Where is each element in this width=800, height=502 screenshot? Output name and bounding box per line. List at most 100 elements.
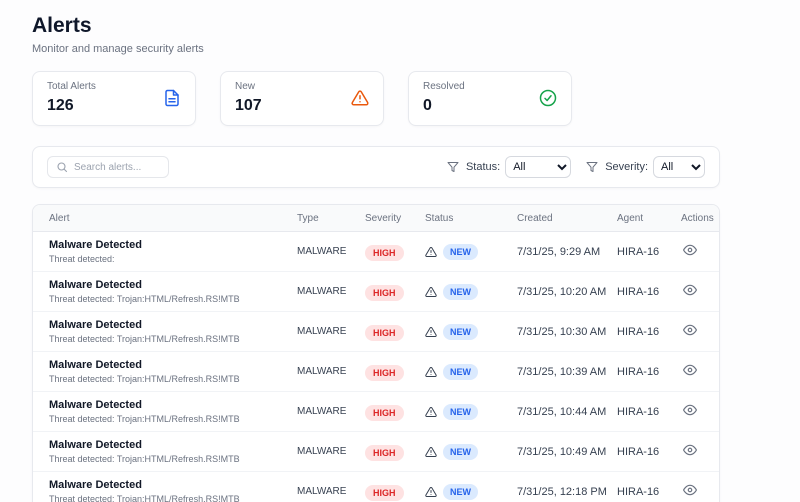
alert-description: Threat detected: Trojan:HTML/Refresh.RS!… [49,374,240,384]
search-icon [56,161,68,173]
stat-card-resolved: Resolved 0 [408,71,572,126]
stat-label: Total Alerts [47,81,96,92]
check-circle-icon [539,89,557,107]
stat-label: New [235,81,256,92]
alert-warning-icon [425,246,437,258]
table-row: Malware Detected Threat detected: Trojan… [33,272,719,312]
alert-type: MALWARE [297,486,347,497]
table-row: Malware Detected Threat detected: Trojan… [33,312,719,352]
view-alert-button[interactable] [681,281,699,299]
severity-badge: HIGH [365,404,404,421]
alert-warning-icon [425,446,437,458]
alert-created: 7/31/25, 10:44 AM [517,405,607,418]
eye-icon [683,483,697,497]
page-header: Alerts Monitor and manage security alert… [32,14,720,55]
table-header: Alert Type Severity Status Created Agent… [33,205,719,232]
stat-card-new: New 107 [220,71,384,126]
view-alert-button[interactable] [681,401,699,419]
alert-agent: HIRA-16 [617,485,660,498]
alert-title: Malware Detected [49,359,142,371]
view-alert-button[interactable] [681,441,699,459]
alert-description: Threat detected: Trojan:HTML/Refresh.RS!… [49,414,240,424]
alert-title: Malware Detected [49,399,142,411]
filter-controls: Status: All Severity: All [447,156,705,178]
alert-created: 7/31/25, 10:39 AM [517,365,607,378]
page-subtitle: Monitor and manage security alerts [32,43,204,55]
column-header-status: Status [425,212,454,224]
alert-warning-icon [425,406,437,418]
eye-icon [683,323,697,337]
column-header-actions: Actions [681,212,714,224]
eye-icon [683,443,697,457]
filter-funnel-icon [586,161,598,173]
table-row: Malware Detected Threat detected: Trojan… [33,432,719,472]
alert-description: Threat detected: Trojan:HTML/Refresh.RS!… [49,334,240,344]
view-alert-button[interactable] [681,481,699,499]
alert-agent: HIRA-16 [617,285,660,298]
stat-value: 107 [235,97,262,114]
alert-title: Malware Detected [49,439,142,451]
severity-badge: HIGH [365,484,404,501]
alert-title: Malware Detected [49,239,142,251]
severity-badge: HIGH [365,284,404,301]
stat-label: Resolved [423,81,465,92]
severity-badge: HIGH [365,364,404,381]
status-badge: NEW [443,483,478,500]
stat-value: 126 [47,97,74,114]
alert-warning-icon [425,286,437,298]
table-row: Malware Detected Threat detected: Trojan… [33,352,719,392]
view-alert-button[interactable] [681,321,699,339]
severity-badge: HIGH [365,444,404,461]
search-input[interactable] [74,161,160,173]
view-alert-button[interactable] [681,241,699,259]
alert-title: Malware Detected [49,319,142,331]
alert-type: MALWARE [297,446,347,457]
alert-created: 7/31/25, 10:20 AM [517,285,607,298]
table-row: Malware Detected Threat detected: Trojan… [33,392,719,432]
table-row: Malware Detected Threat detected: MALWAR… [33,232,719,272]
severity-badge: HIGH [365,244,404,261]
alert-type: MALWARE [297,286,347,297]
alert-title: Malware Detected [49,479,142,491]
column-header-alert: Alert [49,212,70,224]
alert-created: 7/31/25, 10:30 AM [517,325,607,338]
status-badge: NEW [443,363,478,380]
alert-type: MALWARE [297,366,347,377]
alert-description: Threat detected: Trojan:HTML/Refresh.RS!… [49,454,240,464]
alert-description: Threat detected: Trojan:HTML/Refresh.RS!… [49,494,240,502]
stat-card-total-alerts: Total Alerts 126 [32,71,196,126]
alert-type: MALWARE [297,326,347,337]
page-title: Alerts [32,14,92,37]
eye-icon [683,243,697,257]
column-header-agent: Agent [617,212,644,224]
severity-filter-select[interactable]: All [653,156,705,178]
alert-warning-icon [425,366,437,378]
table-body: Malware Detected Threat detected: MALWAR… [33,232,719,502]
alert-agent: HIRA-16 [617,405,660,418]
alert-description: Threat detected: Trojan:HTML/Refresh.RS!… [49,294,240,304]
status-badge: NEW [443,243,478,260]
warning-icon [351,89,369,107]
filter-funnel-icon [447,161,459,173]
alert-title: Malware Detected [49,279,142,291]
view-alert-button[interactable] [681,361,699,379]
eye-icon [683,403,697,417]
status-badge: NEW [443,323,478,340]
alert-created: 7/31/25, 12:18 PM [517,485,607,498]
eye-icon [683,363,697,377]
alert-agent: HIRA-16 [617,325,660,338]
alerts-table: Alert Type Severity Status Created Agent… [32,204,720,502]
status-filter-label: Status: [465,161,501,173]
alert-created: 7/31/25, 9:29 AM [517,245,601,258]
status-badge: NEW [443,443,478,460]
table-row: Malware Detected Threat detected: Trojan… [33,472,719,502]
document-icon [163,89,181,107]
stat-value: 0 [423,97,432,114]
search-box[interactable] [47,156,169,178]
alert-agent: HIRA-16 [617,365,660,378]
severity-badge: HIGH [365,324,404,341]
status-filter-select[interactable]: All [505,156,572,178]
column-header-severity: Severity [365,212,402,224]
alert-agent: HIRA-16 [617,245,660,258]
column-header-created: Created [517,212,553,224]
